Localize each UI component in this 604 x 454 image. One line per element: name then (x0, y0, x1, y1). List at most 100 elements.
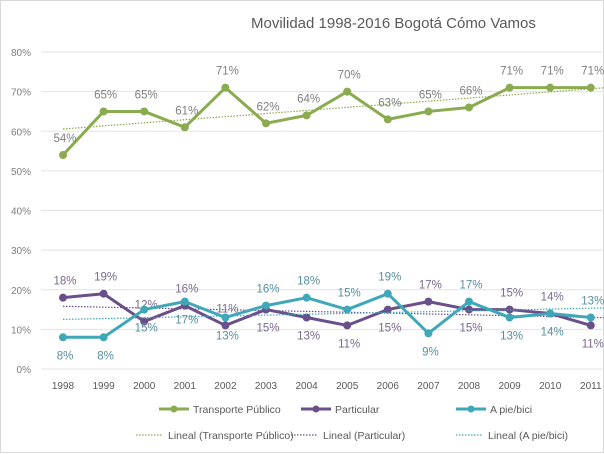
data-point (221, 321, 230, 330)
data-label: 16% (256, 284, 279, 296)
x-tick-label: 2009 (498, 381, 521, 392)
series-line (62, 292, 592, 327)
y-tick-label: 80% (11, 48, 31, 59)
chart-title: Movilidad 1998-2016 Bogotá Cómo Vamos (251, 15, 536, 32)
data-label: 8% (57, 350, 74, 362)
data-point (59, 293, 67, 302)
trendline (62, 87, 604, 130)
y-tick-label: 30% (11, 246, 31, 257)
data-point (505, 313, 514, 322)
series-line (63, 292, 591, 339)
data-label: 8% (97, 350, 114, 362)
y-tick-label: 70% (11, 88, 31, 99)
data-point (546, 83, 555, 92)
x-tick-label: 2011 (580, 381, 602, 392)
data-label: 64% (297, 93, 320, 105)
data-point (180, 123, 189, 132)
data-point (586, 321, 595, 330)
legend-marker (312, 405, 320, 413)
data-point (180, 297, 189, 306)
x-tick-label: 1998 (52, 381, 75, 392)
y-tick-label: 0% (17, 365, 32, 376)
data-point (383, 305, 392, 314)
y-tick-label: 20% (11, 286, 31, 297)
data-point (140, 305, 149, 314)
data-point (59, 151, 67, 160)
data-label: 14% (541, 292, 564, 304)
data-label: 17% (459, 280, 482, 292)
legend-marker (467, 405, 475, 413)
data-point (383, 289, 392, 298)
data-point (221, 313, 230, 322)
data-label: 14% (541, 327, 564, 339)
data-point (424, 297, 433, 306)
data-point (383, 115, 392, 124)
x-tick-label: 2001 (174, 381, 197, 392)
data-point (505, 305, 514, 314)
data-label: 13% (500, 330, 523, 342)
data-point (424, 329, 433, 338)
data-label: 71% (581, 66, 604, 78)
x-tick-label: 2002 (214, 381, 237, 392)
data-point (302, 111, 311, 120)
data-label: 71% (541, 66, 564, 78)
legend-label: Lineal (A pie/bici) (488, 430, 568, 442)
data-point (424, 107, 433, 116)
legend-label: Lineal (Particular) (323, 430, 405, 442)
data-label: 15% (338, 288, 361, 300)
x-tick-label: 2010 (539, 381, 562, 392)
legend-label: Lineal (Transporte Público) (168, 430, 294, 442)
data-point (302, 293, 311, 302)
y-tick-label: 40% (11, 207, 31, 218)
data-label: 15% (459, 323, 482, 335)
x-tick-label: 2005 (336, 381, 359, 392)
data-point (343, 87, 352, 96)
data-label: 54% (53, 133, 76, 145)
x-tick-label: 2004 (295, 381, 318, 392)
x-tick-label: 2000 (133, 381, 156, 392)
data-label: 18% (53, 276, 76, 288)
data-label: 71% (500, 66, 523, 78)
data-point (546, 309, 555, 318)
legend-marker (170, 405, 178, 413)
data-label: 62% (256, 101, 279, 113)
data-label: 15% (500, 288, 523, 300)
data-label: 16% (175, 284, 198, 296)
trendline (62, 307, 604, 321)
x-tick-label: 2003 (255, 381, 278, 392)
y-tick-label: 10% (11, 325, 31, 336)
data-label: 19% (378, 272, 401, 284)
data-label: 9% (422, 346, 439, 358)
y-tick-label: 50% (11, 167, 31, 178)
data-point (302, 313, 311, 322)
data-point (343, 305, 352, 314)
data-point (99, 289, 108, 298)
data-point (140, 107, 149, 116)
legend-label: Particular (335, 404, 380, 416)
data-point (99, 107, 108, 116)
data-point (343, 321, 352, 330)
data-label: 13% (216, 330, 239, 342)
x-tick-label: 1999 (92, 381, 115, 392)
data-label: 17% (419, 280, 442, 292)
data-label: 17% (175, 315, 198, 327)
data-point (586, 313, 595, 322)
series-line (61, 86, 591, 157)
data-point (505, 83, 514, 92)
data-label: 11% (216, 303, 238, 315)
data-label: 11% (582, 338, 604, 350)
data-point (262, 119, 270, 128)
data-label: 15% (256, 323, 279, 335)
x-tick-label: 2006 (377, 381, 400, 392)
data-label: 71% (216, 66, 239, 78)
data-point (465, 297, 473, 306)
x-tick-label: 2007 (417, 381, 440, 392)
data-label: 13% (581, 295, 604, 307)
data-label: 13% (297, 330, 320, 342)
data-label: 15% (135, 323, 158, 335)
data-label: 15% (378, 323, 401, 335)
data-point (262, 301, 270, 310)
data-point (59, 333, 67, 342)
